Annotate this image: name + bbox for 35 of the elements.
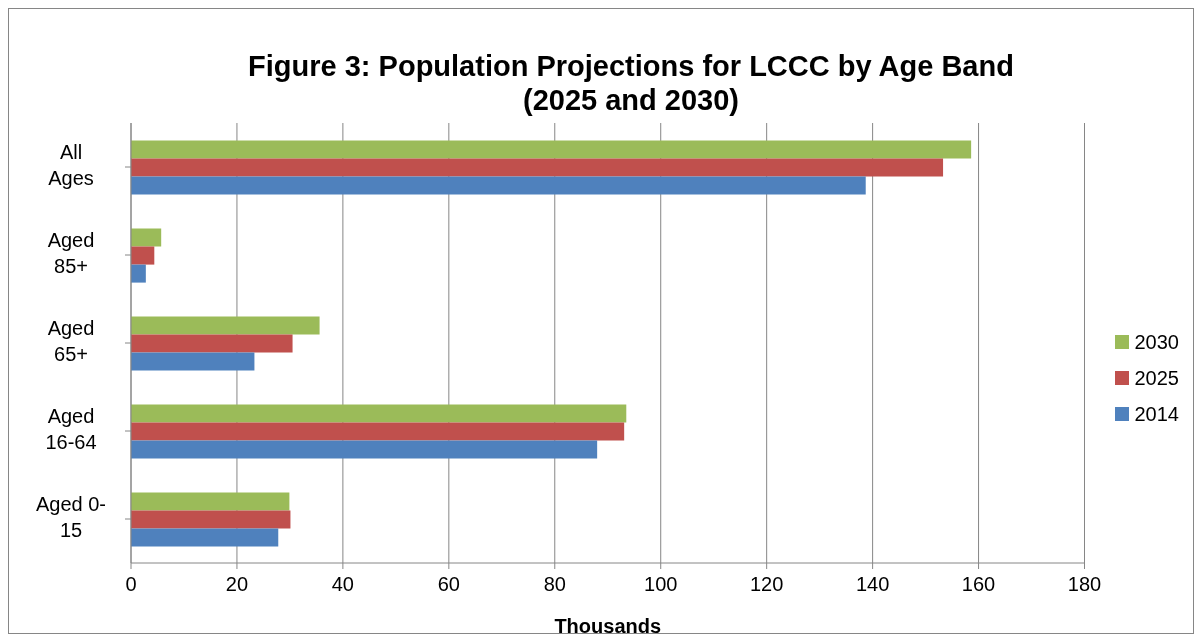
bar <box>131 404 627 423</box>
bar <box>131 492 290 511</box>
legend-label: 2030 <box>1134 330 1179 355</box>
bar <box>131 422 625 441</box>
bar <box>131 352 255 371</box>
y-tick-label: Aged 65+ <box>47 317 95 366</box>
legend-label: 2025 <box>1134 366 1179 391</box>
x-tick-label: 60 <box>437 573 460 596</box>
y-tick-label: Aged 16-64 <box>45 405 97 454</box>
bar <box>131 334 293 353</box>
bar <box>131 264 146 283</box>
bar <box>131 528 279 547</box>
bar <box>131 176 866 195</box>
x-tick-label: 120 <box>749 573 784 596</box>
bar <box>131 246 155 265</box>
x-tick-label: 180 <box>1067 573 1102 596</box>
bar <box>131 440 598 459</box>
x-tick-label: 20 <box>225 573 249 596</box>
x-axis-title: Thousands <box>554 615 662 637</box>
x-tick-label: 0 <box>125 573 137 596</box>
y-tick-label: Aged 0-15 <box>35 493 107 542</box>
bar <box>131 510 291 529</box>
bar <box>131 158 944 177</box>
bar <box>131 316 320 335</box>
bar <box>131 140 972 159</box>
x-tick-label: 80 <box>543 573 566 596</box>
x-tick-label: 40 <box>331 573 355 596</box>
x-tick-label: 100 <box>644 573 678 596</box>
y-tick-label: Aged 85+ <box>47 229 95 278</box>
legend-label: 2014 <box>1134 402 1179 427</box>
bar <box>131 228 162 247</box>
x-tick-label: 160 <box>961 573 996 596</box>
chart-title: Figure 3: Population Projections for LCCC by Age Band (2025 and 2030) <box>247 49 1015 117</box>
x-tick-label: 140 <box>855 573 890 596</box>
y-tick-label: All Ages <box>48 141 94 190</box>
